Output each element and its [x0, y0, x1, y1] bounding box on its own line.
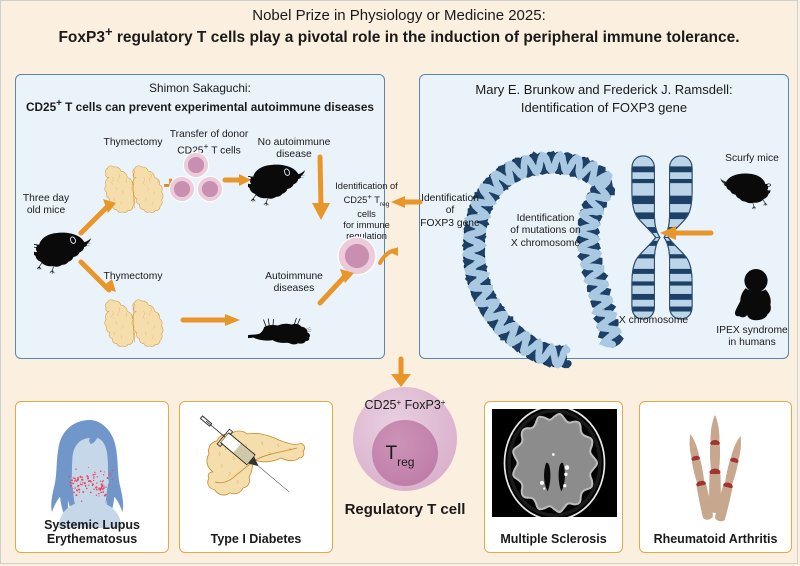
svg-text:CD25+ FoxP3+: CD25+ FoxP3+	[365, 398, 446, 413]
